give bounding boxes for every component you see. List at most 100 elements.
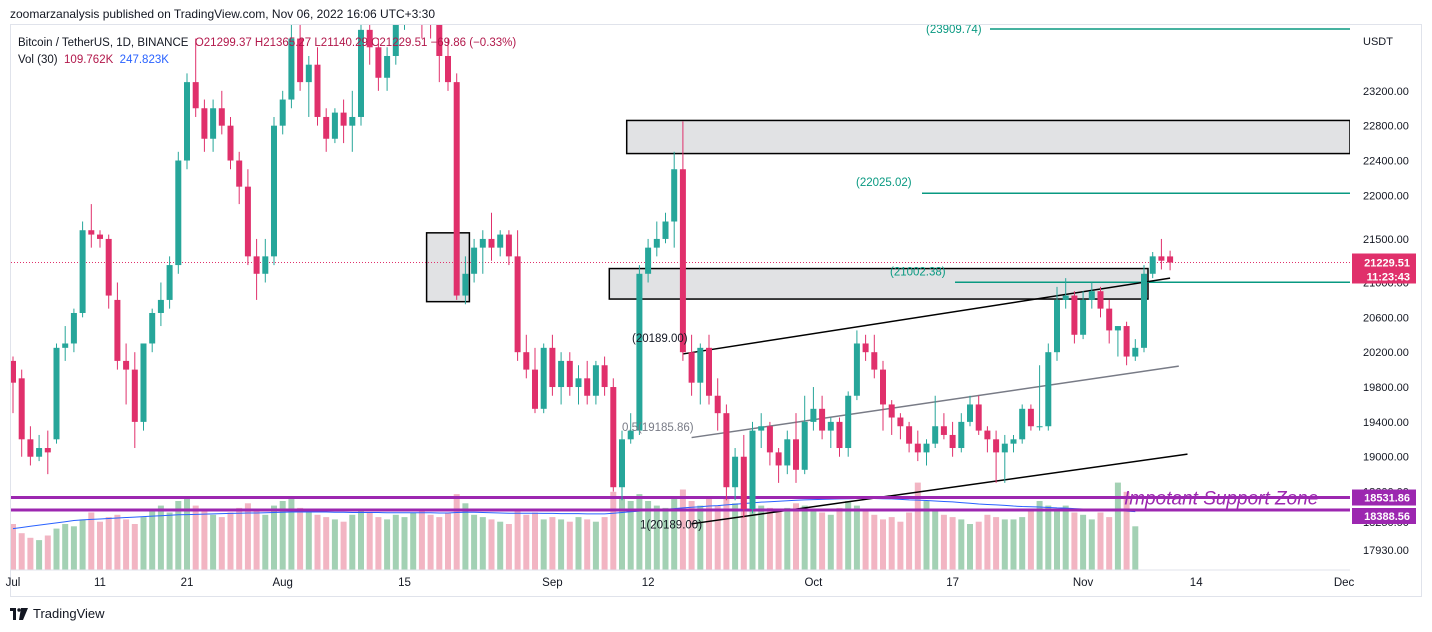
- candle-body: [70, 312, 77, 344]
- plot-area: (23909.74) (22025.02) (21002.38) (20189.00)…: [11, 24, 1350, 570]
- candle-body: [53, 347, 60, 440]
- level-label-23909: (23909.74): [926, 24, 982, 36]
- candle-body: [880, 369, 886, 405]
- candle-body: [575, 378, 582, 388]
- volume-bar: [801, 505, 808, 570]
- trendline-channel-top: [682, 277, 1171, 355]
- support-lower-badge-bg: [1352, 508, 1416, 524]
- candle: [340, 99, 347, 144]
- volume-bar: [418, 510, 425, 570]
- candle: [627, 413, 634, 444]
- volume-bar: [244, 503, 251, 570]
- volume-bar: [123, 519, 130, 570]
- candle-body: [888, 404, 895, 418]
- volume-bar: [775, 510, 782, 570]
- candle: [967, 395, 973, 427]
- candle-body: [706, 347, 712, 396]
- volume-bar: [1010, 519, 1017, 570]
- candle: [697, 343, 704, 405]
- candle-body: [810, 408, 817, 422]
- candle-body: [236, 160, 243, 187]
- volume-bar: [558, 519, 565, 570]
- x-tick-label: 17: [946, 577, 959, 589]
- candle: [1062, 278, 1069, 309]
- candle: [540, 343, 547, 414]
- candle-body: [949, 434, 956, 449]
- volume-value: 109.762K: [64, 54, 114, 66]
- volume-bar: [1001, 519, 1008, 570]
- candle-body: [123, 360, 130, 370]
- candle: [392, 25, 399, 65]
- volume-bar: [1054, 510, 1060, 570]
- volume-label: Vol (30): [18, 54, 58, 66]
- candle-body: [627, 430, 634, 440]
- volume-bar: [1106, 517, 1113, 570]
- volume-bar: [323, 517, 330, 570]
- volume-bar: [749, 501, 756, 570]
- candle-body: [436, 25, 443, 56]
- x-tick-label: 21: [181, 577, 194, 589]
- candle: [766, 421, 773, 466]
- volume-bar: [410, 512, 417, 570]
- candle-body: [114, 299, 121, 361]
- candle: [349, 90, 356, 152]
- candle: [375, 38, 382, 91]
- volume-bar: [279, 501, 286, 570]
- candle-body: [471, 247, 478, 274]
- x-tick-label: Oct: [804, 577, 823, 589]
- volume-bar: [592, 521, 599, 570]
- candle: [210, 99, 217, 152]
- volume-bar: [44, 535, 51, 570]
- candle: [532, 347, 538, 414]
- volume-bar: [862, 510, 869, 570]
- volume-bar: [958, 519, 965, 570]
- candle: [331, 108, 338, 144]
- candle-body: [1001, 443, 1008, 453]
- candle: [1080, 291, 1087, 340]
- volume-bar: [766, 507, 773, 570]
- candle-body: [1132, 347, 1139, 357]
- level-label-21002: (21002.38): [890, 266, 946, 278]
- volume-bar: [210, 514, 217, 570]
- volume-bar: [1045, 505, 1052, 570]
- candle: [44, 430, 51, 475]
- candle: [1054, 286, 1060, 361]
- candle-body: [1106, 308, 1113, 331]
- candle-body: [140, 343, 147, 422]
- level-label-20189: (20189.00): [632, 333, 688, 345]
- volume-bar: [305, 512, 312, 570]
- support-upper-badge-bg: [1352, 489, 1416, 506]
- candle: [1019, 404, 1026, 444]
- candle: [184, 73, 190, 170]
- candle: [523, 334, 530, 379]
- candle: [471, 238, 478, 283]
- candle: [253, 238, 260, 300]
- candle-body: [906, 426, 913, 444]
- level-label-22025: (22025.02): [856, 177, 912, 189]
- candle-body: [331, 112, 338, 139]
- candle-body: [445, 55, 451, 83]
- candle-body: [131, 369, 138, 422]
- tradingview-brand[interactable]: TradingView: [10, 606, 105, 621]
- candle-body: [819, 408, 826, 431]
- candle-body: [993, 439, 1000, 453]
- volume-bar: [358, 510, 364, 570]
- volume-bar: [723, 496, 730, 570]
- volume-bar: [671, 496, 678, 570]
- candle-body: [801, 421, 808, 470]
- fib-label-1: 1(20189.00): [640, 520, 702, 532]
- volume-bar: [740, 498, 747, 570]
- candle-body: [558, 360, 565, 388]
- candle-body: [497, 234, 504, 248]
- volume-bar: [384, 519, 391, 570]
- price-scale: 23200.00 22800.00 22400.00 22000.00 21500.00…: [1352, 36, 1416, 557]
- candle-body: [314, 64, 321, 117]
- volume-bar: [88, 512, 95, 570]
- support-upper-badge: 18531.86: [1364, 493, 1410, 505]
- candle: [1036, 365, 1043, 431]
- volume-bar: [584, 519, 591, 570]
- candle: [740, 434, 747, 518]
- candle: [575, 365, 582, 405]
- y-tick-label: 22800.00: [1363, 121, 1409, 133]
